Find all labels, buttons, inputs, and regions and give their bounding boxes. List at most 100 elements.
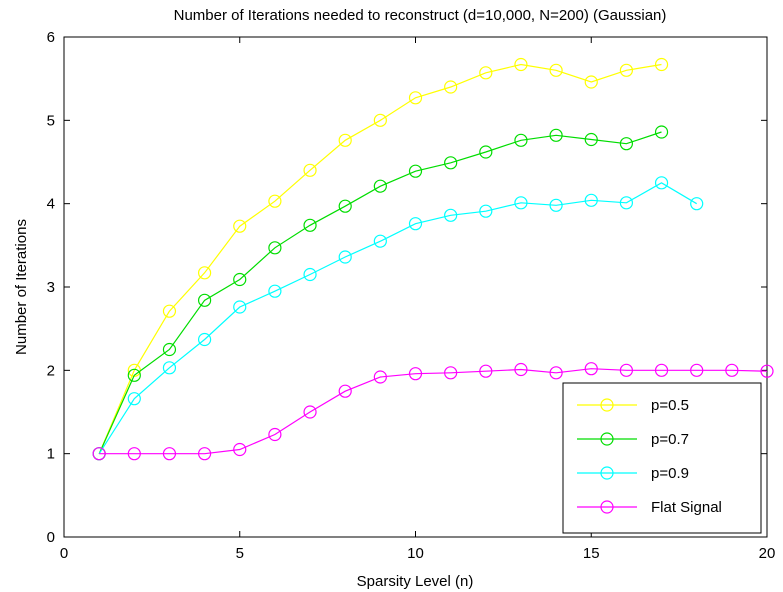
x-tick-label: 15 [583, 545, 600, 562]
data-point [584, 193, 598, 207]
data-point [408, 367, 423, 381]
data-point [303, 267, 317, 282]
data-point [127, 392, 141, 406]
series-3 [92, 362, 774, 461]
data-point [584, 362, 598, 376]
data-point [619, 196, 634, 210]
series-2 [92, 176, 704, 461]
series-line [98, 131, 662, 454]
data-point [408, 217, 423, 231]
data-point [268, 284, 282, 298]
data-point [373, 113, 387, 127]
data-point [162, 361, 177, 375]
data-point [338, 199, 352, 213]
legend-item: Flat Signal [577, 499, 722, 516]
data-point [303, 163, 317, 177]
data-point [127, 447, 141, 461]
data-point [444, 156, 458, 170]
legend-box [562, 382, 762, 534]
data-point [408, 91, 423, 105]
data-point [514, 57, 528, 72]
data-point [654, 176, 669, 190]
legend-marker [600, 500, 614, 514]
series-line [98, 63, 662, 454]
legend-marker [600, 398, 614, 412]
legend-marker [600, 466, 614, 480]
legend-label: p=0.7 [651, 431, 689, 448]
x-tick-label: 20 [759, 545, 776, 562]
y-axis-label: Number of Iterations [13, 219, 30, 355]
y-tick-label: 6 [47, 29, 55, 46]
data-point [444, 80, 458, 94]
x-tick-label: 5 [236, 545, 244, 562]
legend-label: p=0.9 [651, 465, 689, 482]
data-point [373, 234, 387, 248]
data-point [549, 366, 563, 380]
data-point [233, 272, 247, 287]
data-point [479, 204, 493, 218]
data-point [338, 384, 352, 398]
data-point [198, 266, 212, 280]
data-point [162, 342, 177, 357]
data-point [127, 368, 141, 382]
data-point [233, 219, 247, 233]
y-tick-label: 2 [47, 362, 55, 379]
y-tick-label: 5 [47, 112, 55, 129]
data-point [408, 164, 423, 178]
legend-item: p=0.7 [577, 431, 689, 448]
series-1 [92, 125, 669, 461]
x-tick-label: 10 [407, 545, 424, 562]
data-point [338, 250, 352, 264]
data-point [654, 125, 669, 139]
data-point [690, 363, 704, 377]
legend-label: Flat Signal [651, 499, 722, 516]
data-point [654, 363, 669, 377]
data-point [268, 427, 282, 442]
data-point [549, 63, 563, 77]
legend-marker [600, 432, 614, 446]
data-point [584, 132, 598, 147]
data-point [198, 293, 212, 307]
data-point [233, 442, 247, 457]
legend-item: p=0.9 [577, 465, 689, 482]
data-point [514, 196, 528, 210]
legend: p=0.5 p=0.7 p=0.9 Flat Signal [562, 382, 762, 534]
x-tick-label: 0 [60, 545, 68, 562]
data-point [162, 447, 177, 461]
axes: 0 5 10 15 20 0 1 2 3 4 5 6 [47, 29, 776, 562]
data-point [92, 447, 106, 461]
data-point [619, 137, 634, 151]
chart-title: Number of Iterations needed to reconstru… [174, 7, 667, 24]
data-point [760, 364, 774, 378]
data-point [690, 197, 704, 211]
data-point [479, 145, 493, 159]
x-axis-label: Sparsity Level (n) [357, 573, 474, 590]
y-tick-label: 1 [47, 446, 55, 463]
data-point [654, 57, 669, 72]
data-point [584, 75, 598, 89]
data-point [479, 66, 493, 80]
data-point [619, 63, 634, 77]
data-point [268, 194, 282, 208]
data-point [162, 304, 177, 318]
y-tick-label: 3 [47, 279, 55, 296]
data-point [619, 363, 634, 377]
data-point [444, 208, 458, 222]
series-layer [92, 57, 774, 461]
data-point [479, 364, 493, 378]
data-point [549, 128, 563, 142]
data-point [303, 405, 317, 419]
data-point [373, 179, 387, 193]
data-point [198, 447, 212, 461]
data-point [514, 133, 528, 147]
data-point [514, 362, 528, 377]
y-tick-label: 4 [47, 196, 55, 213]
data-point [549, 198, 563, 212]
legend-label: p=0.5 [651, 397, 689, 414]
data-point [233, 300, 247, 314]
y-tick-label: 0 [47, 529, 55, 546]
data-point [725, 363, 739, 377]
data-point [198, 332, 212, 347]
data-point [303, 218, 317, 232]
